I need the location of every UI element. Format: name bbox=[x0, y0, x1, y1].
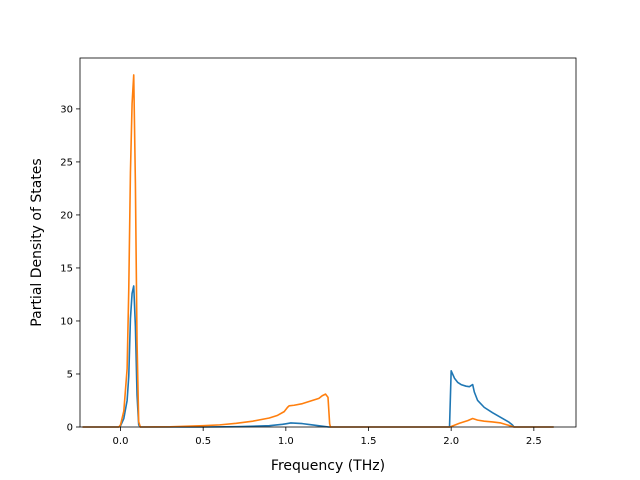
y-tick-label: 15 bbox=[60, 263, 73, 274]
series-layer bbox=[82, 74, 554, 428]
y-tick-label: 0 bbox=[67, 423, 73, 434]
series-line-1 bbox=[82, 285, 554, 428]
y-axis-title: Partial Density of States bbox=[29, 158, 45, 326]
x-axis-ticks: 0.0 0.5 1.0 1.5 2.0 2.5 bbox=[113, 427, 542, 447]
x-tick-label: 0.0 bbox=[113, 436, 129, 447]
x-axis-title: Frequency (THz) bbox=[271, 458, 385, 474]
y-axis-ticks: 0 5 10 15 20 25 30 bbox=[60, 104, 80, 434]
x-tick-label: 1.5 bbox=[361, 436, 377, 447]
y-tick-label: 25 bbox=[60, 157, 73, 168]
x-tick-label: 2.0 bbox=[443, 436, 459, 447]
y-tick-label: 5 bbox=[67, 369, 73, 380]
y-tick-label: 10 bbox=[60, 316, 73, 327]
y-tick-label: 30 bbox=[60, 104, 73, 115]
x-tick-label: 1.0 bbox=[278, 436, 294, 447]
y-tick-label: 20 bbox=[60, 210, 73, 221]
x-tick-label: 2.5 bbox=[526, 436, 542, 447]
axes-frame bbox=[79, 57, 577, 428]
x-tick-label: 0.5 bbox=[195, 436, 211, 447]
series-line-2 bbox=[82, 74, 554, 428]
